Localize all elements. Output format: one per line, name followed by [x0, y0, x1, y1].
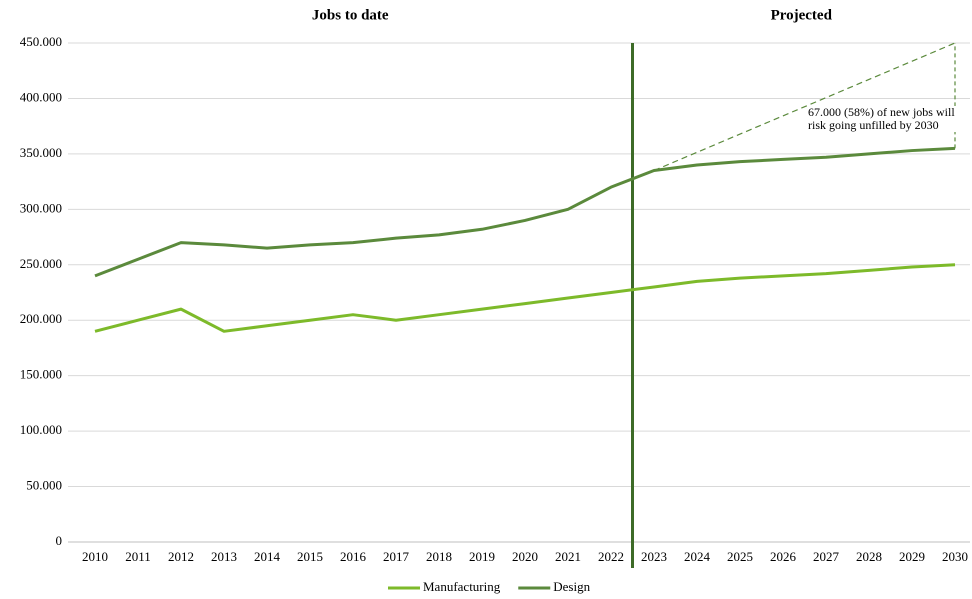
x-tick-label: 2028: [856, 549, 882, 564]
x-tick-label: 2030: [942, 549, 968, 564]
x-tick-label: 2014: [254, 549, 281, 564]
x-tick-label: 2013: [211, 549, 237, 564]
y-tick-label: 350.000: [20, 145, 62, 160]
x-tick-label: 2023: [641, 549, 667, 564]
x-tick-label: 2029: [899, 549, 925, 564]
x-tick-label: 2021: [555, 549, 581, 564]
projection-line: [653, 42, 956, 172]
x-tick-label: 2020: [512, 549, 538, 564]
annotation: 67.000 (58%) of new jobs will risk going…: [808, 106, 958, 132]
x-tick-label: 2024: [684, 549, 711, 564]
x-tick-label: 2017: [383, 549, 410, 564]
y-tick-label: 450.000: [20, 34, 62, 49]
y-tick-label: 200.000: [20, 311, 62, 326]
x-tick-label: 2016: [340, 549, 367, 564]
y-tick-label: 0: [56, 533, 63, 548]
legend-label: Manufacturing: [423, 579, 501, 594]
section-title: Jobs to date: [312, 7, 389, 23]
y-tick-label: 50.000: [26, 478, 62, 493]
series-line: [94, 263, 956, 333]
y-tick-label: 300.000: [20, 200, 62, 215]
x-tick-label: 2025: [727, 549, 753, 564]
section-title: Projected: [771, 7, 833, 23]
x-tick-label: 2018: [426, 549, 452, 564]
y-tick-label: 150.000: [20, 367, 62, 382]
x-tick-label: 2015: [297, 549, 323, 564]
x-tick-label: 2019: [469, 549, 495, 564]
y-tick-label: 400.000: [20, 89, 62, 104]
x-tick-label: 2027: [813, 549, 840, 564]
legend-label: Design: [553, 579, 590, 594]
y-tick-label: 250.000: [20, 256, 62, 271]
x-tick-label: 2026: [770, 549, 797, 564]
x-tick-label: 2012: [168, 549, 194, 564]
x-tick-label: 2010: [82, 549, 108, 564]
series-line: [94, 146, 956, 278]
y-tick-label: 100.000: [20, 422, 62, 437]
x-tick-label: 2022: [598, 549, 624, 564]
x-tick-label: 2011: [125, 549, 151, 564]
